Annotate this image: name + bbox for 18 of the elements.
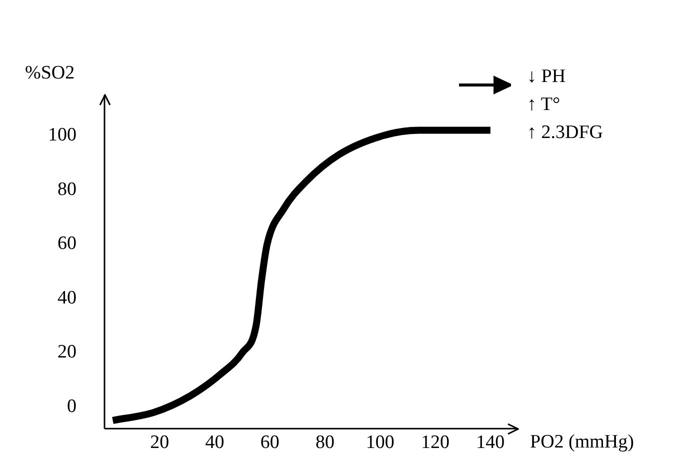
text: ↑ T° <box>527 94 560 115</box>
y-tick-label: 80 <box>58 178 76 200</box>
y-tick-label: 60 <box>58 233 76 254</box>
x-tick-label: 40 <box>205 432 224 453</box>
y-tick-label: 40 <box>58 287 76 308</box>
x-tick-label: 100 <box>366 432 394 453</box>
text: ↑ 2.3DFG <box>527 122 604 143</box>
x-tick-label: 20 <box>150 432 170 453</box>
y-tick-label: 0 <box>67 396 76 417</box>
x-tick-label: 140 <box>476 432 505 453</box>
x-tick-label: 60 <box>260 432 280 453</box>
x-tick-label: 80 <box>316 432 335 453</box>
x-tick-label: 120 <box>421 432 450 453</box>
y-axis-title: %SO2 <box>25 62 75 84</box>
text: ↓ PH <box>527 66 566 87</box>
x-axis-title: PO2 (mmHg) <box>530 432 634 453</box>
y-tick-label: 100 <box>48 124 76 146</box>
y-tick-label: 20 <box>58 342 76 363</box>
